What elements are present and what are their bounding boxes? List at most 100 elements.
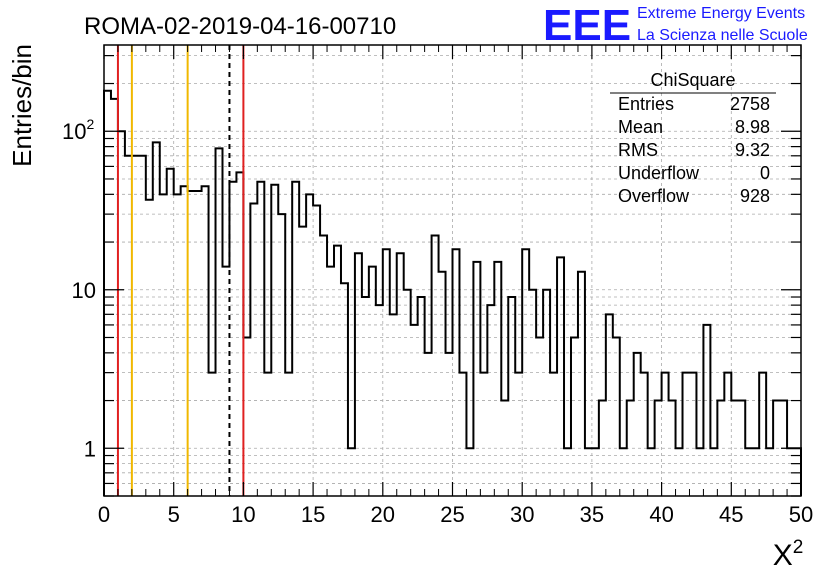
histogram-bin: [745, 448, 752, 496]
histogram-bin: [341, 283, 348, 496]
stats-row-value: 928: [740, 186, 770, 206]
histogram-bin: [369, 267, 376, 496]
histogram-bin: [188, 191, 195, 496]
histogram-bin: [306, 194, 313, 496]
histogram-bin: [620, 448, 627, 496]
histogram-bin: [585, 448, 592, 496]
x-tick-label: 30: [510, 502, 534, 527]
x-tick-label: 10: [231, 502, 255, 527]
histogram-bin: [292, 182, 299, 496]
histogram-bin: [703, 325, 710, 496]
histogram-bin: [759, 373, 766, 496]
stats-box: ChiSquare Entries 2758 Mean 8.98 RMS 9.32 Unde…: [610, 70, 776, 206]
x-tick-label: 35: [580, 502, 604, 527]
histogram-bin: [390, 314, 397, 496]
stats-row-label: Entries: [618, 94, 674, 114]
histogram-bin: [222, 267, 229, 496]
histogram-bin: [592, 448, 599, 496]
histogram-bin: [453, 249, 460, 496]
histogram-bin: [508, 297, 515, 496]
logo-line-1: Extreme Energy Events: [637, 5, 805, 22]
histogram-bin: [522, 249, 529, 496]
histogram-bin: [202, 186, 209, 496]
x-tick-label: 5: [168, 502, 180, 527]
reference-lines: [116, 45, 245, 496]
histogram-bin: [146, 200, 153, 496]
histogram-bin: [250, 204, 257, 496]
x-axis-title-superscript: 2: [793, 537, 804, 558]
histogram-bin: [118, 131, 125, 496]
histogram-bin: [362, 297, 369, 496]
histogram-bin: [599, 401, 606, 496]
x-tick-labels: 0 5 10 15 20 25 30 35 40 45 50: [98, 502, 813, 527]
histogram-bin: [132, 156, 139, 496]
histogram-bin: [466, 448, 473, 496]
histogram-bin: [153, 142, 160, 496]
y-axis-title: Entries/bin: [7, 44, 37, 167]
histogram-bin: [543, 290, 550, 496]
histogram-bin: [174, 194, 181, 496]
x-tick-label: 45: [719, 502, 743, 527]
x-tick-label: 20: [371, 502, 395, 527]
histogram-bin: [696, 448, 703, 496]
histogram-bin: [494, 262, 501, 496]
histogram-bin: [613, 337, 620, 496]
histogram-bin: [397, 253, 404, 496]
stats-row-label: Mean: [618, 117, 663, 137]
x-axis-title: X2: [773, 537, 804, 572]
stats-row-label: RMS: [618, 140, 658, 160]
stats-row-value: 8.98: [735, 117, 770, 137]
histogram-bin: [648, 448, 655, 496]
histogram-bin: [501, 401, 508, 496]
eee-logo-mark: EEE: [543, 1, 631, 50]
x-tick-label: 25: [440, 502, 464, 527]
histogram-bin: [536, 337, 543, 496]
histogram-bin: [195, 191, 202, 496]
histogram-bin: [334, 246, 341, 496]
histogram-bin: [627, 401, 634, 496]
y-tick-label: 10: [72, 278, 96, 303]
histogram-bin: [278, 214, 285, 496]
histogram-bin: [236, 172, 243, 496]
histogram-bin: [773, 401, 780, 496]
histogram-bin: [348, 448, 355, 496]
histogram-bin: [104, 91, 111, 496]
histogram-bin: [529, 290, 536, 496]
histogram-bin: [766, 448, 773, 496]
x-tick-label: 15: [301, 502, 325, 527]
histogram-bin: [669, 401, 676, 496]
x-tick-label: 50: [789, 502, 813, 527]
histogram-bin: [167, 169, 174, 496]
histogram-bin: [571, 337, 578, 496]
histogram-bin: [550, 373, 557, 496]
y-tick-label: 102: [62, 116, 94, 144]
histogram-bin: [578, 272, 585, 496]
histogram-outline: [103, 89, 802, 496]
histogram-bin: [557, 257, 564, 496]
histogram-bin: [383, 249, 390, 496]
histogram-bin: [480, 373, 487, 496]
histogram-bin: [313, 206, 320, 496]
histogram-bin: [271, 185, 278, 496]
histogram-bin: [376, 305, 383, 496]
histogram-bin: [425, 353, 432, 496]
histogram-bin: [487, 305, 494, 496]
histogram-bin: [731, 401, 738, 496]
histogram-bin: [411, 325, 418, 496]
histogram-bin: [446, 353, 453, 496]
logo-line-2: La Scienza nelle Scuole: [637, 27, 808, 44]
histogram-bin: [641, 373, 648, 496]
y-tick-label: 1: [84, 436, 96, 461]
histogram-bin: [655, 401, 662, 496]
x-tick-label: 0: [98, 502, 110, 527]
histogram-bin: [606, 314, 613, 496]
histogram-bin: [209, 373, 216, 496]
x-tick-label: 40: [649, 502, 673, 527]
histogram-bin: [327, 267, 334, 496]
histogram-bin: [285, 373, 292, 496]
histogram-bin: [710, 448, 717, 496]
histogram-bin: [243, 337, 250, 496]
histogram-bin: [139, 156, 146, 496]
histogram-bin: [299, 227, 306, 496]
histogram-bin: [181, 186, 188, 496]
